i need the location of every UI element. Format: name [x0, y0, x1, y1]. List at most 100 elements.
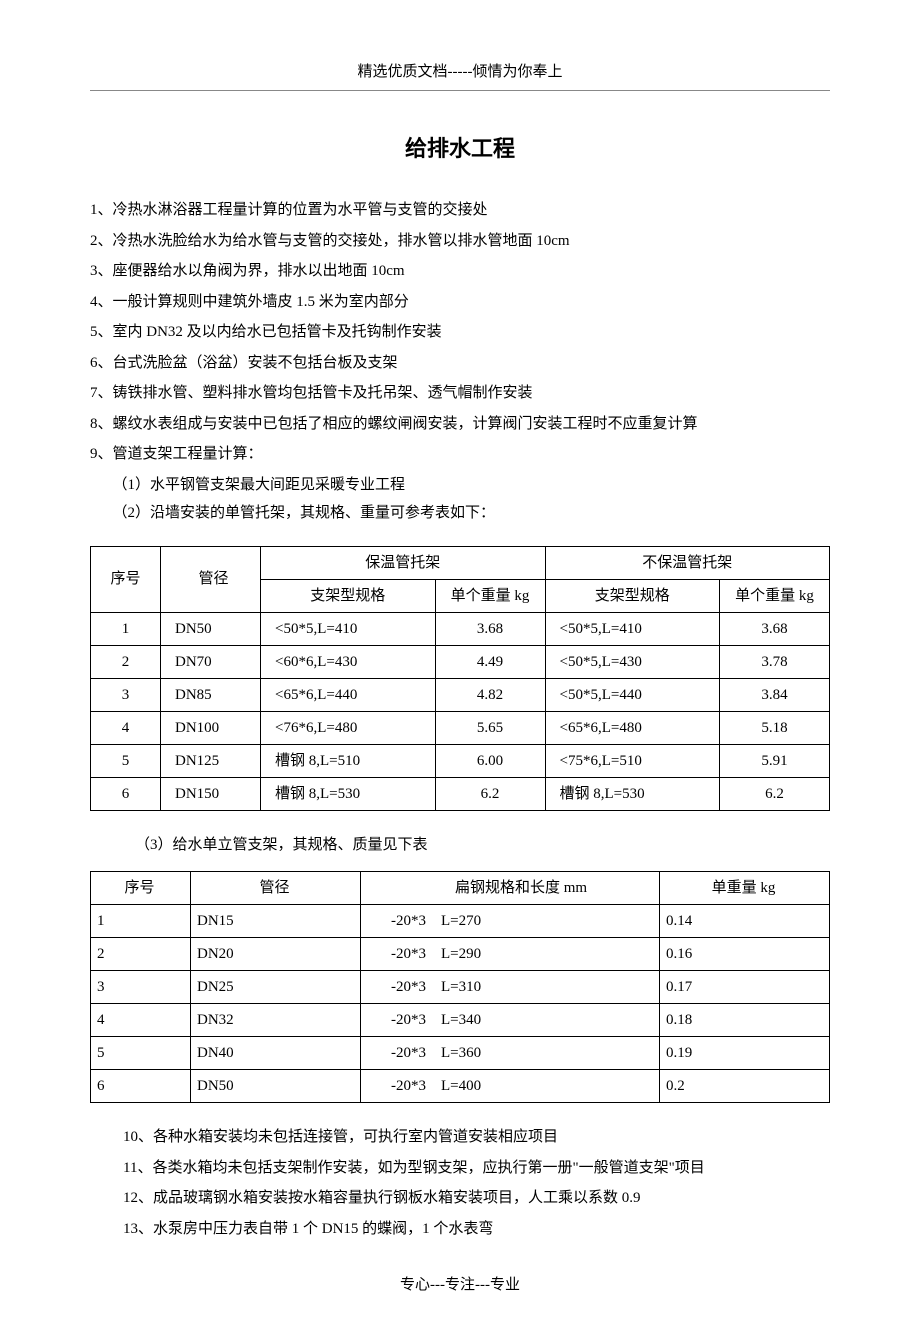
table-row: 4DN32-20*3 L=3400.18	[91, 1004, 830, 1037]
cell-wt: 5.65	[435, 711, 545, 744]
cell-dia: DN50	[191, 1070, 361, 1103]
cell-seq: 6	[91, 1070, 191, 1103]
table-row: 1DN15-20*3 L=2700.14	[91, 905, 830, 938]
th-wt: 单个重量 kg	[435, 579, 545, 612]
cell-dia: DN50	[161, 612, 261, 645]
cell-seq: 2	[91, 938, 191, 971]
para-item: 3、座便器给水以角阀为界，排水以出地面 10cm	[90, 257, 830, 286]
th-spec: 扁钢规格和长度 mm	[361, 872, 660, 905]
table-2-wrap: 序号 管径 扁钢规格和长度 mm 单重量 kg 1DN15-20*3 L=270…	[90, 871, 830, 1103]
cell-seq: 6	[91, 777, 161, 810]
cell-wt: 4.82	[435, 678, 545, 711]
cell-spec: -20*3 L=310	[361, 971, 660, 1004]
cell-dia: DN150	[161, 777, 261, 810]
cell-seq: 4	[91, 1004, 191, 1037]
table-row: 3DN25-20*3 L=3100.17	[91, 971, 830, 1004]
th-dia: 管径	[191, 872, 361, 905]
cell-wt: 3.68	[720, 612, 830, 645]
cell-spec: -20*3 L=360	[361, 1037, 660, 1070]
table-row: 6DN150槽钢 8,L=5306.2槽钢 8,L=5306.2	[91, 777, 830, 810]
th-spec: 支架型规格	[261, 579, 436, 612]
para-item: 2、冷热水洗脸给水为给水管与支管的交接处，排水管以排水管地面 10cm	[90, 227, 830, 256]
para-item: 4、一般计算规则中建筑外墙皮 1.5 米为室内部分	[90, 288, 830, 317]
table-row: 6DN50-20*3 L=4000.2	[91, 1070, 830, 1103]
bracket-table-1: 序号 管径 保温管托架 不保温管托架 支架型规格 单个重量 kg 支架型规格 单…	[90, 546, 830, 811]
table-row: 2DN70<60*6,L=4304.49<50*5,L=4303.78	[91, 645, 830, 678]
cell-wt: 0.16	[660, 938, 830, 971]
cell-dia: DN15	[191, 905, 361, 938]
cell-wt: 3.84	[720, 678, 830, 711]
cell-seq: 2	[91, 645, 161, 678]
th-seq: 序号	[91, 872, 191, 905]
cell-spec: 槽钢 8,L=530	[261, 777, 436, 810]
cell-spec: <60*6,L=430	[261, 645, 436, 678]
cell-dia: DN85	[161, 678, 261, 711]
table-row: 2DN20-20*3 L=2900.16	[91, 938, 830, 971]
cell-dia: DN32	[191, 1004, 361, 1037]
cell-spec: <75*6,L=510	[545, 744, 720, 777]
th-spec: 支架型规格	[545, 579, 720, 612]
para-item: 13、水泵房中压力表自带 1 个 DN15 的蝶阀，1 个水表弯	[123, 1215, 830, 1244]
para-item: 6、台式洗脸盆（浴盆）安装不包括台板及支架	[90, 349, 830, 378]
cell-wt: 6.2	[720, 777, 830, 810]
para-item: 7、铸铁排水管、塑料排水管均包括管卡及托吊架、透气帽制作安装	[90, 379, 830, 408]
bracket-table-2: 序号 管径 扁钢规格和长度 mm 单重量 kg 1DN15-20*3 L=270…	[90, 871, 830, 1103]
cell-seq: 1	[91, 905, 191, 938]
para-item: 10、各种水箱安装均未包括连接管，可执行室内管道安装相应项目	[123, 1123, 830, 1152]
table-header-row: 序号 管径 保温管托架 不保温管托架	[91, 546, 830, 579]
cell-spec: -20*3 L=340	[361, 1004, 660, 1037]
para-item: 12、成品玻璃钢水箱安装按水箱容量执行钢板水箱安装项目，人工乘以系数 0.9	[123, 1184, 830, 1213]
cell-spec: <50*5,L=410	[261, 612, 436, 645]
cell-wt: 6.00	[435, 744, 545, 777]
cell-seq: 3	[91, 971, 191, 1004]
para-item: 8、螺纹水表组成与安装中已包括了相应的螺纹闸阀安装，计算阀门安装工程时不应重复计…	[90, 410, 830, 439]
table-row: 3DN85<65*6,L=4404.82<50*5,L=4403.84	[91, 678, 830, 711]
mid-note: （3）给水单立管支架，其规格、质量见下表	[90, 831, 830, 860]
cell-wt: 0.19	[660, 1037, 830, 1070]
cell-dia: DN125	[161, 744, 261, 777]
cell-spec: <50*5,L=410	[545, 612, 720, 645]
cell-seq: 1	[91, 612, 161, 645]
cell-spec: -20*3 L=400	[361, 1070, 660, 1103]
para-item: 1、冷热水淋浴器工程量计算的位置为水平管与支管的交接处	[90, 196, 830, 225]
cell-wt: 0.14	[660, 905, 830, 938]
paragraph-list-bottom: 10、各种水箱安装均未包括连接管，可执行室内管道安装相应项目 11、各类水箱均未…	[90, 1123, 830, 1243]
cell-spec: 槽钢 8,L=510	[261, 744, 436, 777]
paragraph-list-top: 1、冷热水淋浴器工程量计算的位置为水平管与支管的交接处 2、冷热水洗脸给水为给水…	[90, 196, 830, 528]
cell-wt: 3.68	[435, 612, 545, 645]
cell-wt: 5.18	[720, 711, 830, 744]
cell-spec: <76*6,L=480	[261, 711, 436, 744]
th-seq: 序号	[91, 546, 161, 612]
cell-wt: 0.18	[660, 1004, 830, 1037]
cell-dia: DN40	[191, 1037, 361, 1070]
sub-item: （1）水平钢管支架最大间距见采暖专业工程	[90, 471, 830, 500]
cell-dia: DN20	[191, 938, 361, 971]
cell-spec: -20*3 L=270	[361, 905, 660, 938]
page-title: 给排水工程	[90, 131, 830, 166]
cell-spec: 槽钢 8,L=530	[545, 777, 720, 810]
table-header-row: 序号 管径 扁钢规格和长度 mm 单重量 kg	[91, 872, 830, 905]
para-item: 9、管道支架工程量计算：	[90, 440, 830, 469]
cell-spec: <50*5,L=440	[545, 678, 720, 711]
cell-dia: DN70	[161, 645, 261, 678]
cell-seq: 5	[91, 1037, 191, 1070]
table-row: 1DN50<50*5,L=4103.68<50*5,L=4103.68	[91, 612, 830, 645]
cell-wt: 6.2	[435, 777, 545, 810]
para-item: 5、室内 DN32 及以内给水已包括管卡及托钩制作安装	[90, 318, 830, 347]
page-header: 精选优质文档-----倾情为你奉上	[90, 60, 830, 91]
th-wt: 单个重量 kg	[720, 579, 830, 612]
th-group-1: 保温管托架	[261, 546, 546, 579]
cell-wt: 0.17	[660, 971, 830, 1004]
th-dia: 管径	[161, 546, 261, 612]
th-wt: 单重量 kg	[660, 872, 830, 905]
cell-dia: DN100	[161, 711, 261, 744]
cell-wt: 0.2	[660, 1070, 830, 1103]
sub-item: （2）沿墙安装的单管托架，其规格、重量可参考表如下：	[90, 499, 830, 528]
cell-wt: 4.49	[435, 645, 545, 678]
cell-spec: <65*6,L=440	[261, 678, 436, 711]
cell-dia: DN25	[191, 971, 361, 1004]
page-footer: 专心---专注---专业	[90, 1273, 830, 1297]
cell-seq: 4	[91, 711, 161, 744]
table-row: 5DN40-20*3 L=3600.19	[91, 1037, 830, 1070]
cell-spec: -20*3 L=290	[361, 938, 660, 971]
